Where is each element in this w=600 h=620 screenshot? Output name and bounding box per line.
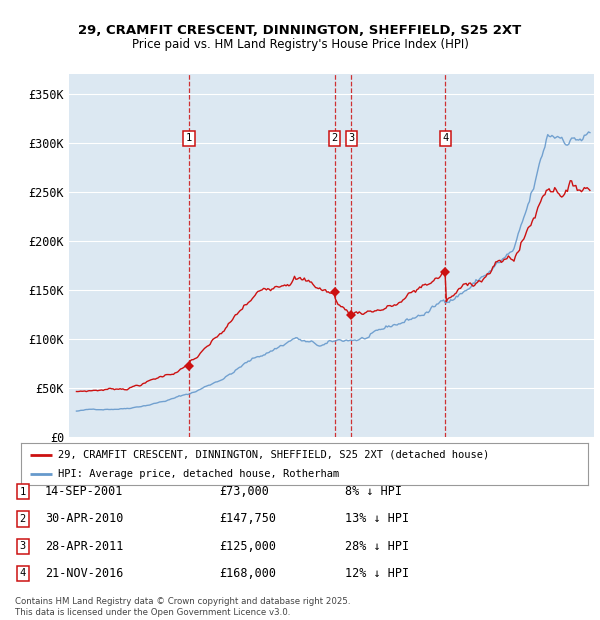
Text: 2: 2 bbox=[331, 133, 338, 143]
Text: 21-NOV-2016: 21-NOV-2016 bbox=[45, 567, 124, 580]
Text: 8% ↓ HPI: 8% ↓ HPI bbox=[345, 485, 402, 498]
Text: 28-APR-2011: 28-APR-2011 bbox=[45, 540, 124, 552]
Text: 4: 4 bbox=[20, 569, 26, 578]
Text: 13% ↓ HPI: 13% ↓ HPI bbox=[345, 513, 409, 525]
Text: 29, CRAMFIT CRESCENT, DINNINGTON, SHEFFIELD, S25 2XT (detached house): 29, CRAMFIT CRESCENT, DINNINGTON, SHEFFI… bbox=[58, 450, 489, 459]
Text: £73,000: £73,000 bbox=[219, 485, 269, 498]
Text: 2: 2 bbox=[20, 514, 26, 524]
Text: 30-APR-2010: 30-APR-2010 bbox=[45, 513, 124, 525]
Text: 1: 1 bbox=[20, 487, 26, 497]
Text: 3: 3 bbox=[20, 541, 26, 551]
Text: £125,000: £125,000 bbox=[219, 540, 276, 552]
Text: HPI: Average price, detached house, Rotherham: HPI: Average price, detached house, Roth… bbox=[58, 469, 339, 479]
Text: Price paid vs. HM Land Registry's House Price Index (HPI): Price paid vs. HM Land Registry's House … bbox=[131, 38, 469, 51]
Text: £168,000: £168,000 bbox=[219, 567, 276, 580]
Text: 28% ↓ HPI: 28% ↓ HPI bbox=[345, 540, 409, 552]
Text: 12% ↓ HPI: 12% ↓ HPI bbox=[345, 567, 409, 580]
Text: 3: 3 bbox=[348, 133, 355, 143]
Text: £147,750: £147,750 bbox=[219, 513, 276, 525]
Text: 29, CRAMFIT CRESCENT, DINNINGTON, SHEFFIELD, S25 2XT: 29, CRAMFIT CRESCENT, DINNINGTON, SHEFFI… bbox=[79, 24, 521, 37]
Text: 14-SEP-2001: 14-SEP-2001 bbox=[45, 485, 124, 498]
Text: 1: 1 bbox=[186, 133, 192, 143]
Text: Contains HM Land Registry data © Crown copyright and database right 2025.
This d: Contains HM Land Registry data © Crown c… bbox=[15, 598, 350, 617]
Text: 4: 4 bbox=[442, 133, 448, 143]
